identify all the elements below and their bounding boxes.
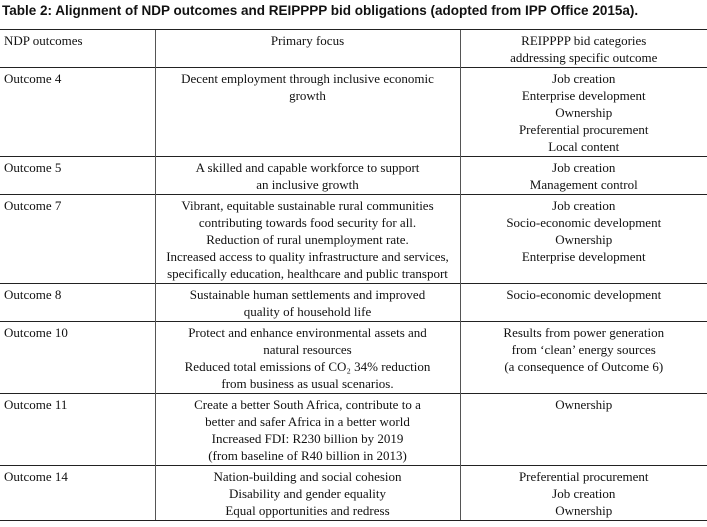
table-row: Outcome 14 Nation-building and social coh… [0,465,707,521]
cell-line: Enterprise development [521,249,646,264]
cell-line: Ownership [555,503,613,518]
cell-line: Job creation [552,486,616,501]
cell-line: Outcome 14 [4,469,68,484]
cell-line: REIPPPP bid categories [521,33,647,48]
cell-line: Ownership [555,397,613,412]
table-row: Outcome 11 Create a better South Africa, … [0,393,707,466]
cell-line: (a consequence of Outcome 6) [504,359,664,374]
table-cell: Ownership [459,393,707,466]
table: NDP outcomes Primary focus REIPPPP bid cat… [0,29,707,521]
table-row: Outcome 7 Vibrant, equitable sustainable … [0,194,707,284]
cell-line: an inclusive growth [256,177,359,192]
cell-line: Reduction of rural unemployment rate. [206,232,409,247]
cell-line: Disability and gender equality [228,486,387,501]
table-row: Outcome 8 Sustainable human settlements a… [0,283,707,322]
table-cell: Outcome 10 [0,321,155,394]
cell-line: Management control [529,177,638,192]
table-cell: Vibrant, equitable sustainable rural com… [154,194,460,284]
cell-line: A skilled and capable workforce to suppo… [195,160,420,175]
cell-line: Primary focus [270,33,345,48]
cell-line: Outcome 7 [4,198,62,213]
table-cell: Decent employment through inclusive econ… [154,67,460,157]
table-cell: REIPPPP bid categories addressing specifi… [459,29,707,68]
cell-line: Ownership [555,232,613,247]
cell-line: Outcome 5 [4,160,62,175]
cell-line: (from baseline of R40 billion in 2013) [208,448,407,463]
table-cell: Job creation Management control [459,156,707,195]
cell-line: Nation-building and social cohesion [213,469,402,484]
table-cell: Results from power generation from ‘clean… [459,321,707,394]
cell-line: Ownership [555,105,613,120]
table-row: Outcome 5 A skilled and capable workforce… [0,156,707,195]
cell-line: Job creation [552,71,616,86]
cell-line: Increased FDI: R230 billion by 2019 [211,431,404,446]
table-cell: Protect and enhance environmental assets… [154,321,460,394]
table-cell: Job creation Socio-economic development Ow… [459,194,707,284]
cell-line: Reduced total emissions of CO₂ 34% reduc… [184,359,431,374]
cell-line: from business as usual scenarios. [221,376,394,391]
cell-line: Preferential procurement [518,469,649,484]
cell-line: from ‘clean’ energy sources [511,342,656,357]
cell-line: specifically education, healthcare and p… [167,266,448,281]
cell-line: Results from power generation [503,325,665,340]
cell-line: Outcome 11 [4,397,68,412]
table-body: NDP outcomes Primary focus REIPPPP bid cat… [0,29,707,521]
cell-line: Socio-economic development [506,287,662,302]
table-cell: Sustainable human settlements and improv… [154,283,460,322]
cell-line: Protect and enhance environmental assets… [188,325,427,340]
cell-line: Equal opportunities and redress [225,503,390,518]
table-cell: Job creation Enterprise development Owners… [459,67,707,157]
cell-line: Outcome 10 [4,325,68,340]
table-row: Outcome 4 Decent employment through inclu… [0,67,707,157]
cell-line: Outcome 8 [4,287,62,302]
cell-line: natural resources [263,342,352,357]
header-row: NDP outcomes Primary focus REIPPPP bid cat… [0,29,707,68]
cell-line: contributing towards food security for a… [198,215,417,230]
table-cell: Primary focus [154,29,460,68]
cell-line: growth [289,88,326,103]
cell-line: quality of household life [243,304,372,319]
cell-line: Vibrant, equitable sustainable rural com… [181,198,434,213]
table-cell: Create a better South Africa, contribute… [154,393,460,466]
cell-line: Outcome 4 [4,71,62,86]
cell-line: better and safer Africa in a better worl… [205,414,410,429]
table-cell: Preferential procurement Job creation Owne… [459,465,707,521]
table-row: Outcome 10 Protect and enhance environmen… [0,321,707,394]
cell-line: Job creation [552,160,616,175]
cell-line: Sustainable human settlements and improv… [189,287,426,302]
table-cell: Outcome 8 [0,283,155,322]
table-cell: NDP outcomes [0,29,155,68]
cell-line: Enterprise development [521,88,646,103]
table-cell: A skilled and capable workforce to suppo… [154,156,460,195]
table-title: Table 2: Alignment of NDP outcomes and R… [2,3,639,18]
table-cell: Outcome 11 [0,393,155,466]
cell-line: Local content [548,139,620,154]
table-cell: Socio-economic development [459,283,707,322]
cell-line: Decent employment through inclusive econ… [181,71,434,86]
table-cell: Outcome 5 [0,156,155,195]
cell-line: NDP outcomes [4,33,83,48]
table-cell: Outcome 4 [0,67,155,157]
cell-line: Create a better South Africa, contribute… [194,397,421,412]
table-cell: Outcome 7 [0,194,155,284]
cell-line: Socio-economic development [506,215,662,230]
cell-line: Increased access to quality infrastructu… [166,249,449,264]
table-cell: Outcome 14 [0,465,155,521]
cell-line: Preferential procurement [518,122,649,137]
cell-line: addressing specific outcome [510,50,658,65]
table-cell: Nation-building and social cohesion Disab… [154,465,460,521]
cell-line: Job creation [552,198,616,213]
